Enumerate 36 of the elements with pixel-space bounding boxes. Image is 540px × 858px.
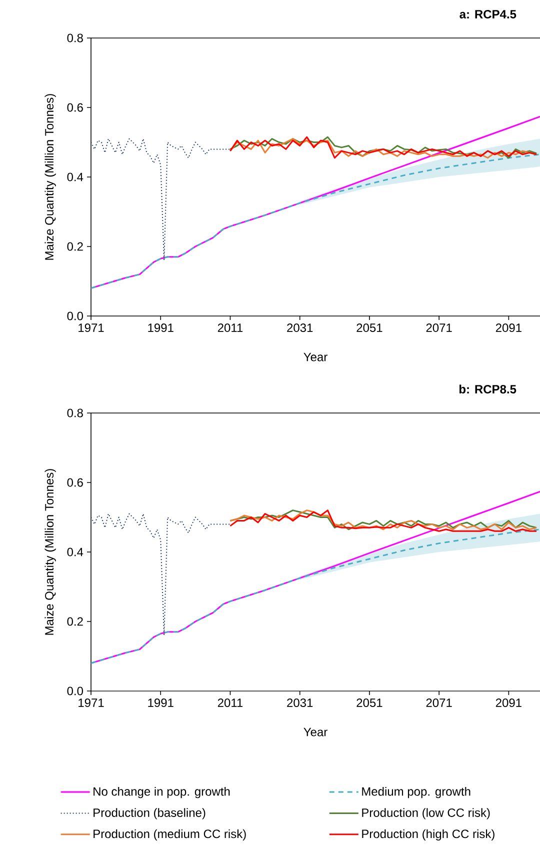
- x-tick-label: 2091: [496, 324, 522, 332]
- y-tick-label: 0.8: [67, 34, 83, 42]
- legend-label: Production (medium CC risk): [94, 829, 246, 840]
- x-tick-label: 2011: [218, 698, 243, 708]
- x-tick-label: 1971: [78, 698, 104, 708]
- legend-label: Production (baseline): [94, 808, 206, 820]
- x-tick-label: 2031: [287, 698, 313, 708]
- y-tick-label: 0.4: [67, 172, 84, 182]
- y-tick-label: 0.2: [67, 617, 83, 626]
- y-tick-label: 0.6: [67, 103, 83, 112]
- x-tick-label: 1991: [148, 324, 174, 332]
- x-tick-label: 2091: [496, 698, 522, 708]
- chart-title: b: RCP8.5: [459, 384, 516, 394]
- x-tick-label: 1971: [78, 324, 104, 332]
- legend-label: Production (low CC risk): [362, 808, 490, 820]
- y-tick-label: 0.6: [67, 478, 83, 487]
- y-tick-label: 0.0: [67, 312, 84, 320]
- y-axis-title: Maize Quantity (Million Tonnes): [44, 469, 56, 635]
- chart-title: a: RCP4.5: [460, 10, 516, 18]
- x-tick-label: 1991: [148, 698, 174, 708]
- x-tick-label: 2011: [218, 324, 243, 332]
- x-tick-label: 2051: [356, 324, 382, 332]
- legend-label: Production (high CC risk): [362, 829, 494, 841]
- y-tick-label: 0.8: [67, 408, 83, 418]
- x-axis-title: Year: [304, 352, 328, 362]
- y-tick-label: 0.4: [67, 548, 84, 556]
- x-tick-label: 2071: [426, 324, 452, 332]
- x-tick-label: 2071: [426, 698, 452, 708]
- y-tick-label: 0.0: [67, 686, 84, 696]
- y-tick-label: 0.2: [67, 242, 83, 251]
- y-axis-title: Maize Quantity (Million Tonnes): [44, 94, 56, 260]
- x-axis-title: Year: [304, 728, 328, 736]
- x-tick-label: 2051: [356, 698, 382, 708]
- legend-label: No change in pop. growth: [94, 786, 230, 798]
- x-tick-label: 2031: [287, 324, 313, 332]
- legend-label: Medium pop. growth: [362, 786, 470, 798]
